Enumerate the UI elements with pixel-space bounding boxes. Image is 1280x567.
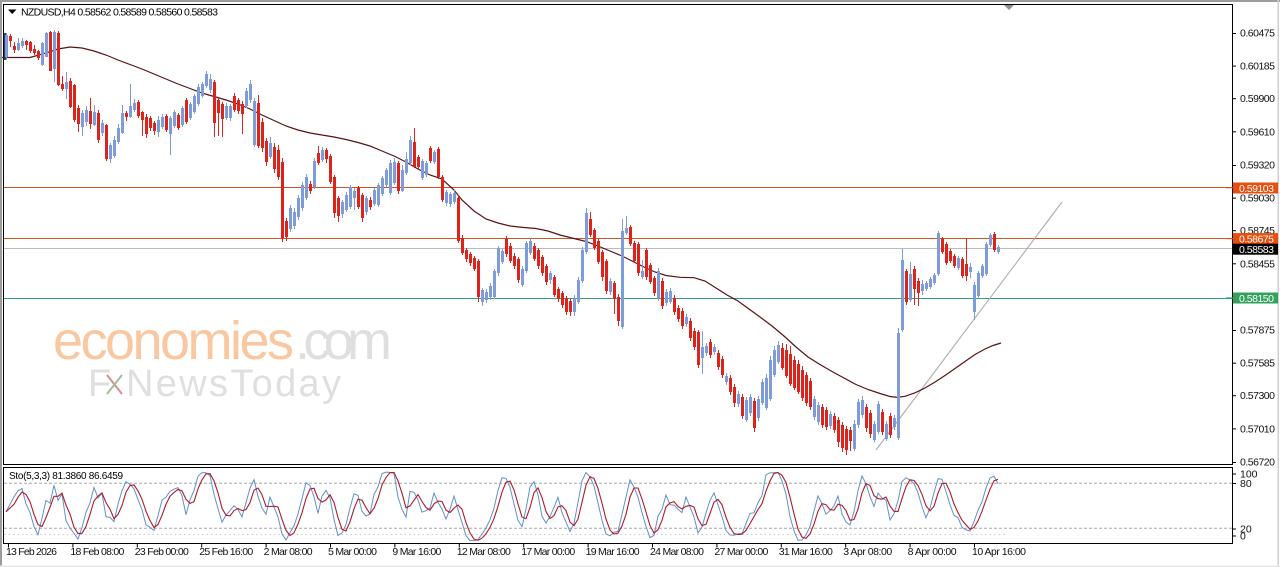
svg-text:3 Apr 08:00: 3 Apr 08:00 xyxy=(843,546,892,558)
svg-text:0.57300: 0.57300 xyxy=(1240,390,1275,402)
svg-text:0.60475: 0.60475 xyxy=(1240,28,1275,40)
svg-text:13 Feb 2026: 13 Feb 2026 xyxy=(6,546,57,558)
svg-text:F: F xyxy=(88,363,111,405)
svg-text:Sto(5,3,3) 81.3860 86.6459: Sto(5,3,3) 81.3860 86.6459 xyxy=(9,471,123,482)
svg-text:8 Apr 00:00: 8 Apr 00:00 xyxy=(908,546,957,558)
svg-text:0.56720: 0.56720 xyxy=(1240,457,1275,469)
svg-text:0.57585: 0.57585 xyxy=(1240,358,1275,370)
svg-text:0.59103: 0.59103 xyxy=(1239,183,1274,195)
svg-text:27 Mar 00:00: 27 Mar 00:00 xyxy=(714,546,768,558)
svg-text:5 Mar 00:00: 5 Mar 00:00 xyxy=(328,546,377,558)
svg-text:0.59900: 0.59900 xyxy=(1240,93,1275,105)
svg-text:2 Mar 08:00: 2 Mar 08:00 xyxy=(264,546,313,558)
svg-text:19 Mar 16:00: 19 Mar 16:00 xyxy=(586,546,640,558)
svg-text:24 Mar 08:00: 24 Mar 08:00 xyxy=(650,546,704,558)
svg-text:0.58675: 0.58675 xyxy=(1239,233,1274,245)
svg-text:18 Feb 08:00: 18 Feb 08:00 xyxy=(70,546,124,558)
svg-text:31 Mar 16:00: 31 Mar 16:00 xyxy=(779,546,833,558)
svg-text:0.59610: 0.59610 xyxy=(1240,126,1275,138)
svg-text:0.59030: 0.59030 xyxy=(1240,193,1275,205)
svg-text:0.58583: 0.58583 xyxy=(1239,244,1274,256)
svg-text:80: 80 xyxy=(1240,478,1252,490)
svg-text:0.59320: 0.59320 xyxy=(1240,160,1275,172)
svg-text:NZDUSD,H4 0.58562 0.58589 0.5: NZDUSD,H4 0.58562 0.58589 0.58560 0.5858… xyxy=(21,7,218,19)
svg-text:0.58150: 0.58150 xyxy=(1239,293,1274,305)
svg-text:20: 20 xyxy=(1240,524,1252,536)
svg-text:12 Mar 08:00: 12 Mar 08:00 xyxy=(457,546,511,558)
svg-text:25 Feb 16:00: 25 Feb 16:00 xyxy=(199,546,253,558)
svg-text:10 Apr 16:00: 10 Apr 16:00 xyxy=(972,546,1026,558)
svg-text:0.57875: 0.57875 xyxy=(1240,325,1275,337)
svg-text:100: 100 xyxy=(1240,469,1258,481)
svg-text:economies: economies xyxy=(53,311,295,371)
svg-text:9 Mar 16:00: 9 Mar 16:00 xyxy=(392,546,441,558)
svg-text:23 Feb 00:00: 23 Feb 00:00 xyxy=(135,546,189,558)
svg-text:.com: .com xyxy=(295,311,392,371)
svg-text:NewsToday: NewsToday xyxy=(126,363,341,405)
svg-text:17 Mar 00:00: 17 Mar 00:00 xyxy=(521,546,575,558)
svg-text:0: 0 xyxy=(1240,531,1246,543)
svg-text:0.58455: 0.58455 xyxy=(1240,258,1275,270)
svg-text:0.60185: 0.60185 xyxy=(1240,61,1275,73)
svg-text:0.57010: 0.57010 xyxy=(1240,423,1275,435)
